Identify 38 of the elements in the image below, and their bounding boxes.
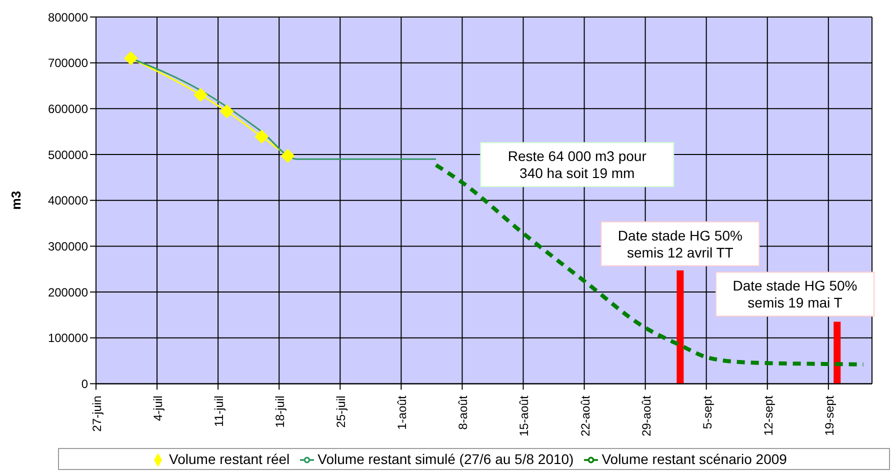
x-tick-label: 12-sept xyxy=(761,395,776,436)
x-tick-label: 22-août xyxy=(578,395,592,436)
y-tick-label: 800000 xyxy=(48,10,88,24)
line-series xyxy=(434,163,866,366)
reference-label: Date stade HG 50% semis 19 mai T xyxy=(716,272,874,317)
point xyxy=(254,130,269,144)
x-tick-label: 27-juin xyxy=(90,396,104,432)
x-tick-label: 18-juil xyxy=(273,396,288,428)
legend-label: Volume restant scénario 2009 xyxy=(602,450,787,467)
y-tick-label: 600000 xyxy=(48,102,88,116)
annotation: Reste 64 000 m3 pour 340 ha soit 19 mm xyxy=(508,148,647,182)
legend-label: Volume restant simulé (27/6 au 5/8 2010) xyxy=(318,450,574,467)
ref-line-label: Date stade HG 50% semis 19 mai T xyxy=(732,278,858,311)
y-tick-label: 200000 xyxy=(48,285,88,300)
y-tick-label: 100000 xyxy=(48,331,88,346)
x-tick-label: 29-août xyxy=(639,395,654,436)
x-tick-label: 1-août xyxy=(395,395,410,430)
x-tick-label: 19-sept xyxy=(822,395,836,436)
point xyxy=(194,88,208,102)
point xyxy=(220,104,234,118)
point xyxy=(124,51,138,66)
x-tick-label: 4-juil xyxy=(151,396,166,422)
y-tick-label: 0 xyxy=(81,376,88,391)
y-tick-label: 400000 xyxy=(48,194,88,208)
y-axis-title: m3 xyxy=(8,190,24,210)
note-box: Reste 64 000 m3 pour 340 ha soit 19 mm xyxy=(480,142,674,188)
legend-label: Volume restant réel xyxy=(169,450,290,467)
x-tick-label: 25-juil xyxy=(334,396,348,428)
x-tick-label: 8-août xyxy=(456,395,470,430)
y-tick-label: 700000 xyxy=(48,56,88,70)
x-tick-label: 15-août xyxy=(517,395,532,436)
y-tick-label: 500000 xyxy=(48,148,88,162)
y-tick-label: 300000 xyxy=(48,239,88,254)
ref-line-label: Date stade HG 50% semis 12 avril TT xyxy=(618,227,742,260)
x-tick-label: 5-sept xyxy=(700,395,714,430)
reference-label: Date stade HG 50% semis 12 avril TT xyxy=(600,221,760,266)
point xyxy=(280,148,295,163)
x-tick-label: 11-juil xyxy=(212,396,226,427)
